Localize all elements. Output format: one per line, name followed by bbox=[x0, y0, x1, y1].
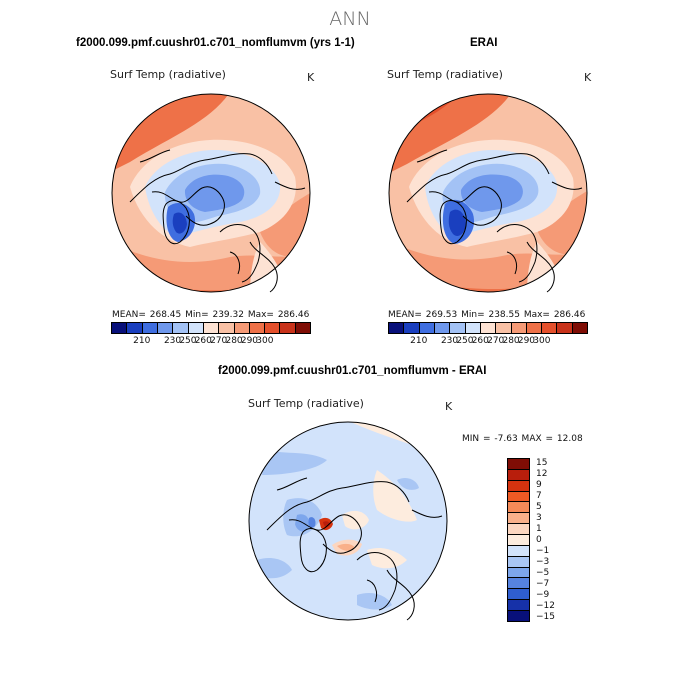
panel-1-colorbar bbox=[111, 322, 311, 334]
colorbar-swatch bbox=[508, 469, 529, 481]
panel-1-colorbar-ticks: 210 230 250 260 270 280 290 300 bbox=[111, 336, 311, 348]
colorbar-tick-label: 250 bbox=[456, 336, 474, 346]
colorbar-swatch bbox=[404, 323, 420, 333]
colorbar-tick-label: 1 bbox=[536, 524, 542, 535]
panel-2-polar-map bbox=[388, 93, 588, 293]
colorbar-swatch bbox=[234, 323, 250, 333]
colorbar-swatch bbox=[508, 459, 529, 470]
colorbar-tick-label: 15 bbox=[536, 458, 548, 469]
panel-2-units-label: K bbox=[584, 71, 592, 84]
colorbar-swatch bbox=[419, 323, 435, 333]
colorbar-swatch bbox=[508, 491, 529, 503]
panel-2-colorbar-ticks: 210 230 250 260 270 280 290 300 bbox=[388, 336, 588, 348]
panel-1-units-label: K bbox=[307, 71, 315, 84]
colorbar-tick-label: −9 bbox=[536, 589, 550, 600]
panel-1-stats: MEAN= 268.45 Min= 239.32 Max= 286.46 bbox=[112, 310, 310, 320]
colorbar-tick-label: 0 bbox=[536, 535, 542, 545]
colorbar-swatch bbox=[265, 323, 281, 333]
panel-3-colorbar bbox=[507, 458, 530, 622]
colorbar-tick-label: 210 bbox=[410, 336, 428, 346]
colorbar-tick-label: −5 bbox=[536, 567, 550, 578]
colorbar-tick-label: −7 bbox=[536, 578, 550, 589]
colorbar-tick-label: 270 bbox=[487, 336, 505, 346]
colorbar-swatch bbox=[508, 535, 529, 546]
colorbar-tick-label: 9 bbox=[536, 480, 542, 491]
colorbar-swatch bbox=[496, 323, 512, 333]
colorbar-swatch bbox=[557, 323, 573, 333]
colorbar-tick-label: 260 bbox=[471, 336, 489, 346]
colorbar-swatch bbox=[508, 567, 529, 579]
colorbar-swatch bbox=[480, 323, 497, 333]
colorbar-tick-label: 300 bbox=[256, 336, 274, 346]
colorbar-tick-label: 250 bbox=[179, 336, 197, 346]
panel-3-variable-label: Surf Temp (radiative) bbox=[248, 397, 364, 410]
colorbar-swatch bbox=[508, 556, 529, 568]
colorbar-swatch bbox=[157, 323, 174, 333]
panel-2-title: ERAI bbox=[470, 37, 498, 49]
colorbar-tick-label: 260 bbox=[194, 336, 212, 346]
panel-2-variable-label: Surf Temp (radiative) bbox=[387, 68, 503, 81]
colorbar-swatch bbox=[173, 323, 189, 333]
panel-3-polar-map bbox=[248, 421, 448, 621]
colorbar-tick-label: 230 bbox=[440, 336, 459, 346]
colorbar-tick-label: −1 bbox=[536, 545, 550, 556]
colorbar-tick-label: 300 bbox=[533, 336, 551, 346]
panel-1-title: f2000.099.pmf.cuushr01.c701_nomflumvm (y… bbox=[76, 37, 355, 49]
colorbar-swatch bbox=[203, 323, 220, 333]
colorbar-tick-label: −12 bbox=[536, 600, 555, 611]
figure-title: ANN bbox=[329, 8, 371, 30]
colorbar-swatch bbox=[142, 323, 158, 333]
colorbar-swatch bbox=[450, 323, 466, 333]
colorbar-tick-label: 270 bbox=[210, 336, 228, 346]
colorbar-tick-label: 5 bbox=[536, 502, 542, 513]
panel-3-units-label: K bbox=[445, 400, 453, 413]
colorbar-swatch bbox=[508, 545, 529, 557]
colorbar-tick-label: 280 bbox=[225, 336, 243, 346]
colorbar-tick-label: 280 bbox=[502, 336, 520, 346]
colorbar-swatch bbox=[508, 480, 529, 492]
panel-2-stats: MEAN= 269.53 Min= 238.55 Max= 286.46 bbox=[388, 310, 586, 320]
colorbar-swatch bbox=[542, 323, 558, 333]
colorbar-swatch bbox=[508, 524, 529, 536]
colorbar-swatch bbox=[295, 323, 311, 333]
colorbar-tick-label: −15 bbox=[536, 611, 555, 622]
panel-3-stats: MIN = -7.63 MAX = 12.08 bbox=[462, 434, 583, 444]
colorbar-swatch bbox=[112, 323, 128, 333]
panel-1-variable-label: Surf Temp (radiative) bbox=[110, 68, 226, 81]
colorbar-tick-label: 290 bbox=[517, 336, 536, 346]
panel-1-polar-map bbox=[111, 93, 311, 293]
colorbar-swatch bbox=[508, 611, 529, 621]
colorbar-swatch bbox=[188, 323, 204, 333]
colorbar-tick-label: 230 bbox=[163, 336, 182, 346]
colorbar-swatch bbox=[249, 323, 266, 333]
colorbar-swatch bbox=[572, 323, 588, 333]
colorbar-tick-label: 210 bbox=[133, 336, 151, 346]
colorbar-swatch bbox=[508, 513, 529, 525]
colorbar-swatch bbox=[526, 323, 543, 333]
colorbar-tick-label: 7 bbox=[536, 491, 542, 502]
panel-3-title: f2000.099.pmf.cuushr01.c701_nomflumvm - … bbox=[218, 365, 487, 377]
colorbar-swatch bbox=[508, 578, 529, 590]
colorbar-tick-label: 290 bbox=[240, 336, 259, 346]
colorbar-swatch bbox=[219, 323, 235, 333]
panel-3-colorbar-ticks: 15 12 9 7 5 3 1 0 −1 −3 −5 −7 −9 −12 −15 bbox=[536, 458, 566, 622]
panel-2-colorbar bbox=[388, 322, 588, 334]
colorbar-swatch bbox=[508, 600, 529, 612]
colorbar-tick-label: −3 bbox=[536, 556, 550, 567]
colorbar-swatch bbox=[511, 323, 527, 333]
colorbar-swatch bbox=[434, 323, 451, 333]
colorbar-tick-label: 12 bbox=[536, 469, 548, 480]
colorbar-swatch bbox=[389, 323, 405, 333]
colorbar-swatch bbox=[280, 323, 296, 333]
colorbar-swatch bbox=[508, 589, 529, 601]
colorbar-swatch bbox=[465, 323, 481, 333]
colorbar-tick-label: 3 bbox=[536, 513, 542, 524]
colorbar-swatch bbox=[508, 502, 529, 514]
colorbar-swatch bbox=[127, 323, 143, 333]
